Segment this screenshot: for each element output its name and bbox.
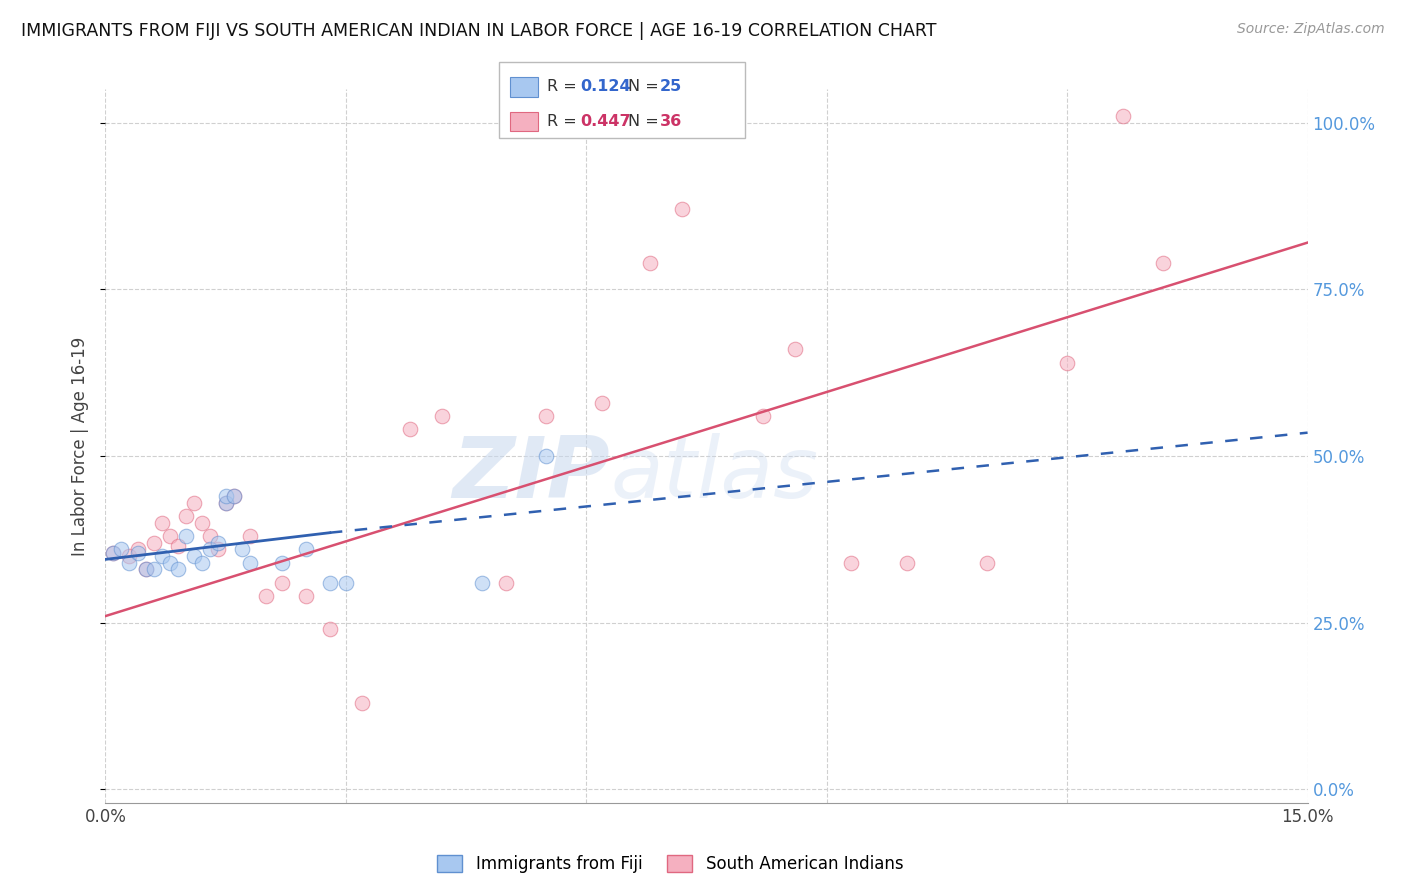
Text: R =: R = xyxy=(547,79,582,95)
Legend: Immigrants from Fiji, South American Indians: Immigrants from Fiji, South American Ind… xyxy=(430,848,910,880)
Point xyxy=(190,556,212,570)
Point xyxy=(896,556,918,570)
Point xyxy=(231,542,253,557)
Y-axis label: In Labor Force | Age 16-19: In Labor Force | Age 16-19 xyxy=(72,336,90,556)
Point xyxy=(495,575,517,590)
Point xyxy=(534,409,557,423)
Point xyxy=(198,542,221,557)
Point xyxy=(118,556,141,570)
Point xyxy=(207,542,229,557)
Point xyxy=(183,549,205,563)
Point xyxy=(103,546,125,560)
Point xyxy=(214,496,236,510)
Point xyxy=(110,542,132,557)
Point xyxy=(142,535,165,549)
Point xyxy=(671,202,693,217)
Text: N =: N = xyxy=(628,114,665,129)
Text: ZIP: ZIP xyxy=(453,433,610,516)
Point xyxy=(166,562,188,576)
Point xyxy=(839,556,862,570)
Point xyxy=(103,546,125,560)
Point xyxy=(295,542,318,557)
Point xyxy=(150,549,173,563)
Point xyxy=(142,562,165,576)
Point xyxy=(1152,255,1174,269)
Point xyxy=(239,556,262,570)
Point xyxy=(399,422,422,436)
Text: R =: R = xyxy=(547,114,582,129)
Point xyxy=(319,575,342,590)
Point xyxy=(430,409,453,423)
Text: 36: 36 xyxy=(659,114,682,129)
Point xyxy=(254,589,277,603)
Point xyxy=(127,546,149,560)
Point xyxy=(591,395,613,409)
Point xyxy=(976,556,998,570)
Point xyxy=(295,589,318,603)
Point xyxy=(1056,356,1078,370)
Point xyxy=(1112,109,1135,123)
Point xyxy=(222,489,245,503)
Text: IMMIGRANTS FROM FIJI VS SOUTH AMERICAN INDIAN IN LABOR FORCE | AGE 16-19 CORRELA: IMMIGRANTS FROM FIJI VS SOUTH AMERICAN I… xyxy=(21,22,936,40)
Point xyxy=(335,575,357,590)
Point xyxy=(174,529,197,543)
Point xyxy=(751,409,773,423)
Point xyxy=(207,535,229,549)
Point xyxy=(640,255,662,269)
Text: 25: 25 xyxy=(659,79,682,95)
Text: N =: N = xyxy=(628,79,665,95)
Point xyxy=(783,343,806,357)
Point xyxy=(270,556,292,570)
Point xyxy=(534,449,557,463)
Text: atlas: atlas xyxy=(610,433,818,516)
Point xyxy=(471,575,494,590)
Point xyxy=(166,539,188,553)
Text: 0.124: 0.124 xyxy=(581,79,631,95)
Point xyxy=(150,516,173,530)
Point xyxy=(190,516,212,530)
Text: Source: ZipAtlas.com: Source: ZipAtlas.com xyxy=(1237,22,1385,37)
Point xyxy=(183,496,205,510)
Point xyxy=(127,542,149,557)
Point xyxy=(214,496,236,510)
Point xyxy=(214,489,236,503)
Point xyxy=(198,529,221,543)
Point xyxy=(135,562,157,576)
Point xyxy=(222,489,245,503)
Point xyxy=(270,575,292,590)
Point xyxy=(174,509,197,524)
Point xyxy=(159,556,181,570)
Point xyxy=(135,562,157,576)
Point xyxy=(239,529,262,543)
Point xyxy=(319,623,342,637)
Point xyxy=(350,696,373,710)
Point xyxy=(118,549,141,563)
Point xyxy=(159,529,181,543)
Text: 0.447: 0.447 xyxy=(581,114,631,129)
